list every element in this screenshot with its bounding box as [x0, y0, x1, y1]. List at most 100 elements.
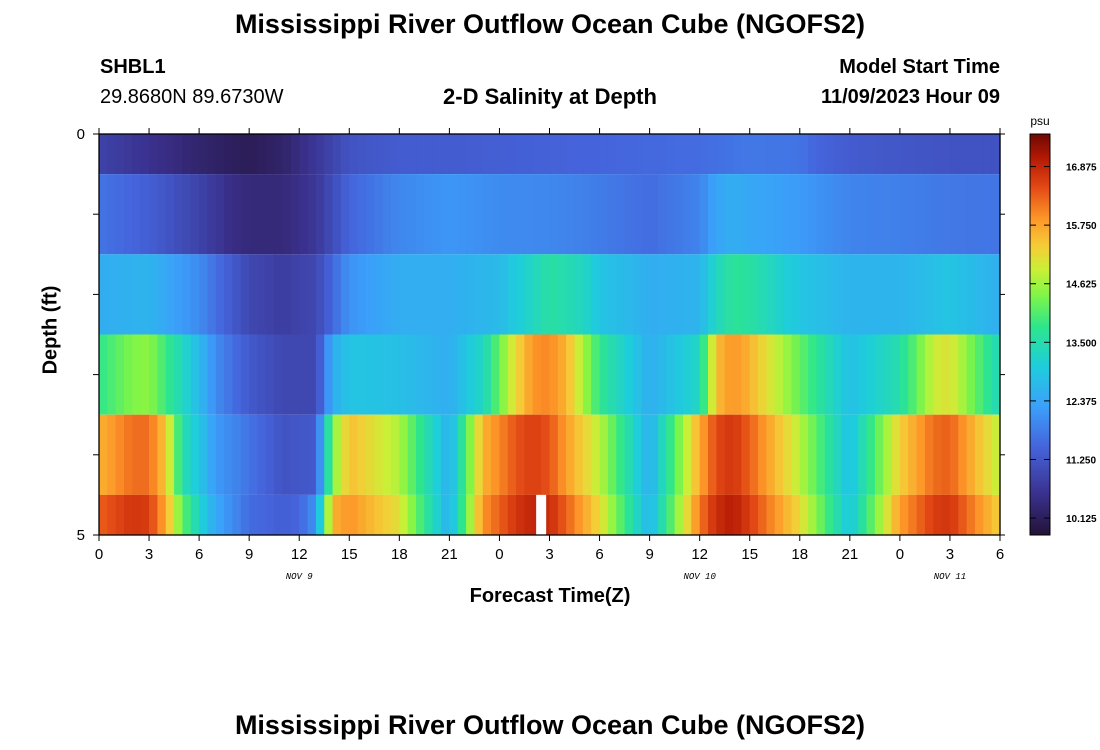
heatmap-cell: [182, 414, 192, 495]
heatmap-cell: [424, 134, 434, 175]
heatmap-cell: [891, 414, 901, 495]
heatmap-cell: [657, 414, 667, 495]
heatmap-cell: [132, 494, 142, 535]
heatmap-cell: [924, 334, 934, 415]
heatmap-cell: [449, 134, 459, 175]
heatmap-cell: [99, 494, 108, 535]
heatmap-cell: [207, 334, 217, 415]
heatmap-cell: [924, 254, 934, 335]
heatmap-cell: [774, 414, 784, 495]
heatmap-cell: [991, 174, 1001, 255]
heatmap-cell: [791, 494, 801, 535]
heatmap-cell: [524, 334, 534, 415]
heatmap-cell: [149, 254, 158, 335]
heatmap-cell: [691, 494, 701, 535]
heatmap-cell: [733, 134, 742, 175]
x-tick-label: 9: [245, 546, 253, 563]
heatmap-cell: [466, 254, 476, 335]
heatmap-cell: [99, 254, 108, 335]
heatmap-cell: [549, 134, 559, 175]
heatmap-cell: [724, 134, 734, 175]
heatmap-cell: [916, 174, 926, 255]
heatmap-cell: [332, 334, 342, 415]
heatmap-cell: [149, 134, 158, 175]
heatmap-cell: [232, 254, 242, 335]
heatmap-cell: [524, 254, 534, 335]
heatmap-cell: [699, 334, 709, 415]
heatmap-cell: [841, 494, 851, 535]
x-tick-label: 21: [841, 546, 858, 563]
heatmap-cell: [749, 134, 759, 175]
x-axis-label: Forecast Time(Z): [469, 585, 631, 607]
x-tick-label: 21: [441, 546, 458, 563]
x-tick-label: 18: [391, 546, 408, 563]
heatmap-cell: [991, 494, 1001, 535]
heatmap-cell: [149, 174, 158, 255]
heatmap-cell: [282, 134, 292, 175]
heatmap-cell: [532, 134, 542, 175]
heatmap-cell: [641, 414, 651, 495]
heatmap-cell: [582, 414, 592, 495]
heatmap-cell: [649, 254, 659, 335]
heatmap-cell: [390, 414, 400, 495]
heatmap-cell: [966, 174, 976, 255]
heatmap-cell: [257, 414, 267, 495]
heatmap-cell: [207, 134, 217, 175]
heatmap-cell: [749, 174, 759, 255]
heatmap-cell: [457, 334, 467, 415]
colorbar-tick-label: 14.625: [1066, 280, 1097, 291]
x-tick-label: 6: [595, 546, 603, 563]
heatmap-cell: [349, 254, 359, 335]
heatmap-cell: [324, 414, 334, 495]
heatmap-cell: [557, 134, 567, 175]
heatmap-cell: [441, 254, 450, 335]
heatmap-cell: [716, 134, 726, 175]
heatmap-cell: [699, 254, 709, 335]
heatmap-cell: [574, 134, 584, 175]
heatmap-cell: [883, 174, 893, 255]
heatmap-cell: [299, 494, 309, 535]
heatmap-cell: [357, 134, 367, 175]
heatmap-cell: [274, 494, 284, 535]
y-axis: 05: [77, 126, 1005, 544]
heatmap-cell: [340, 254, 350, 335]
heatmap-cell: [791, 134, 801, 175]
x-day-label: NOV 10: [683, 572, 716, 582]
heatmap-cell: [365, 134, 375, 175]
station-coords: 29.8680N 89.6730W: [100, 86, 284, 108]
heatmap-cell: [841, 334, 851, 415]
heatmap-cell: [682, 494, 692, 535]
heatmap-cell: [941, 174, 951, 255]
heatmap-cell: [199, 134, 209, 175]
heatmap-cell: [966, 414, 976, 495]
heatmap-cell: [808, 254, 818, 335]
heatmap-cell: [466, 414, 476, 495]
heatmap-cell: [107, 414, 117, 495]
heatmap-cell: [833, 334, 843, 415]
heatmap-cell: [991, 134, 1001, 175]
heatmap-cell: [457, 134, 467, 175]
heatmap-cell: [432, 334, 442, 415]
heatmap-cell: [257, 334, 267, 415]
heatmap-cell: [632, 494, 642, 535]
heatmap-cell: [858, 134, 868, 175]
heatmap-cell: [783, 134, 793, 175]
heatmap-cell: [190, 494, 200, 535]
heatmap-cell: [799, 334, 809, 415]
heatmap-cell: [432, 414, 442, 495]
heatmap-cell: [699, 494, 709, 535]
heatmap-cell: [974, 494, 984, 535]
heatmap-cell: [265, 334, 275, 415]
heatmap-cell: [708, 254, 717, 335]
heatmap-cell: [891, 134, 901, 175]
heatmap-cell: [107, 174, 117, 255]
heatmap-cell: [307, 134, 317, 175]
heatmap-cell: [566, 334, 576, 415]
heatmap-cell: [315, 334, 325, 415]
heatmap-cell: [274, 334, 284, 415]
heatmap-cell: [132, 254, 142, 335]
heatmap-cell: [240, 494, 250, 535]
heatmap-cell: [165, 334, 175, 415]
heatmap-cell: [99, 174, 108, 255]
heatmap-cell: [949, 254, 959, 335]
